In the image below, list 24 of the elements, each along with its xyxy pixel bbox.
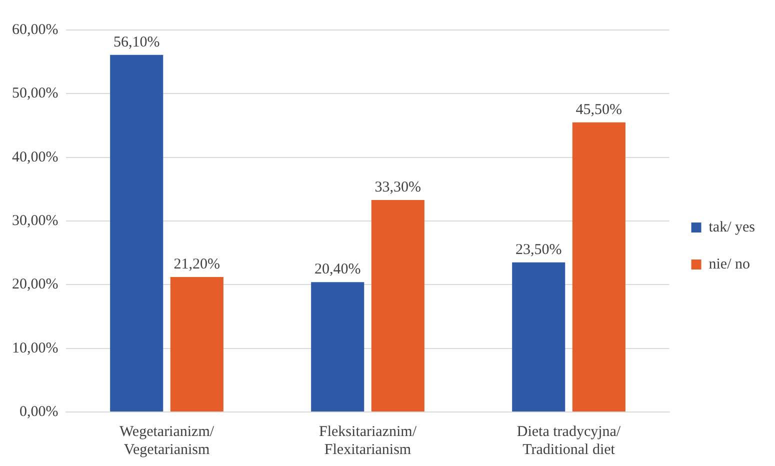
data-label: 56,10% [113,34,160,50]
bar [110,54,164,412]
y-tick-label: 30,00% [12,212,58,229]
data-label: 23,50% [515,242,562,258]
x-tick-label: Fleksitariaznim/ Flexitarianism [319,424,418,458]
y-tick-label: 0,00% [19,404,58,420]
legend-label: nie/ no [708,256,750,272]
x-tick-label: Wegetarianizm/ Vegetarianism [119,424,215,458]
bar [512,262,566,412]
bar [572,122,626,412]
bar [170,277,224,412]
data-label: 33,30% [374,179,422,196]
data-label: 21,20% [174,256,220,272]
legend-label: tak/ yes [708,219,756,236]
bar [371,200,424,412]
y-tick-label: 60,00% [12,22,58,38]
x-tick-label: Dieta tradycyjna/ Traditional diet [516,424,622,458]
y-tick-label: 10,00% [12,340,58,356]
y-tick-label: 50,00% [12,86,58,102]
y-tick-label: 40,00% [12,149,58,166]
bar [311,282,364,412]
data-label: 20,40% [314,262,361,278]
y-tick-label: 20,00% [12,276,58,293]
data-label: 45,50% [576,102,622,118]
